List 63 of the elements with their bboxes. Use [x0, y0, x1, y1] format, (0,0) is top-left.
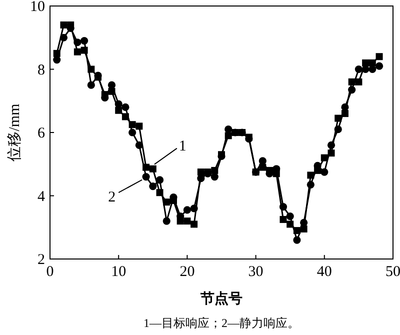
series-label: 2 [108, 190, 116, 206]
x-tick-label: 0 [46, 264, 54, 280]
point [224, 126, 232, 134]
point [87, 81, 95, 89]
y-tick-label: 2 [38, 252, 45, 268]
point [348, 86, 356, 94]
point [74, 38, 82, 46]
point [354, 65, 362, 74]
point [162, 217, 170, 225]
point [190, 204, 198, 212]
point [149, 165, 156, 172]
x-tick-label: 50 [386, 264, 400, 280]
y-tick-label: 10 [30, 0, 45, 15]
point [327, 141, 336, 149]
point [286, 212, 294, 220]
point [341, 103, 349, 111]
y-tick-label: 6 [38, 126, 46, 142]
point [320, 168, 328, 176]
point [190, 220, 198, 228]
point [128, 128, 136, 136]
point [368, 59, 376, 66]
point [74, 48, 81, 56]
point [115, 106, 122, 114]
point [108, 81, 116, 89]
point [210, 172, 218, 181]
x-tick-label: 20 [180, 264, 195, 280]
y-tick-label: 4 [38, 188, 46, 205]
point [149, 182, 157, 190]
point [376, 53, 383, 60]
point [60, 34, 68, 42]
point [114, 100, 122, 108]
point [197, 174, 205, 182]
point [183, 206, 191, 214]
point [122, 103, 130, 111]
y-axis-title: 位移/mm [6, 103, 23, 162]
point [80, 36, 88, 45]
point [142, 172, 150, 181]
y-tick-label: 8 [38, 62, 45, 78]
point [362, 65, 370, 74]
point [156, 176, 164, 184]
point [293, 236, 301, 244]
point [306, 180, 314, 188]
point [60, 21, 68, 28]
x-tick-label: 30 [248, 264, 264, 280]
x-axis-title: 节点号 [200, 291, 242, 307]
point [136, 122, 143, 130]
point [334, 126, 342, 134]
point [53, 56, 61, 64]
point [375, 62, 384, 70]
point [184, 218, 191, 225]
text: 1—目标响应；2—静力响应。 [144, 316, 300, 330]
point [279, 203, 288, 211]
legend-label: 1 [178, 138, 186, 154]
point [307, 172, 314, 179]
point [197, 168, 204, 176]
point [280, 216, 287, 223]
point [300, 218, 308, 226]
x-tick-label: 10 [111, 264, 126, 280]
point [368, 65, 376, 74]
point [135, 141, 143, 149]
x-tick-label: 40 [316, 264, 332, 280]
point [355, 78, 362, 86]
point [258, 157, 266, 165]
